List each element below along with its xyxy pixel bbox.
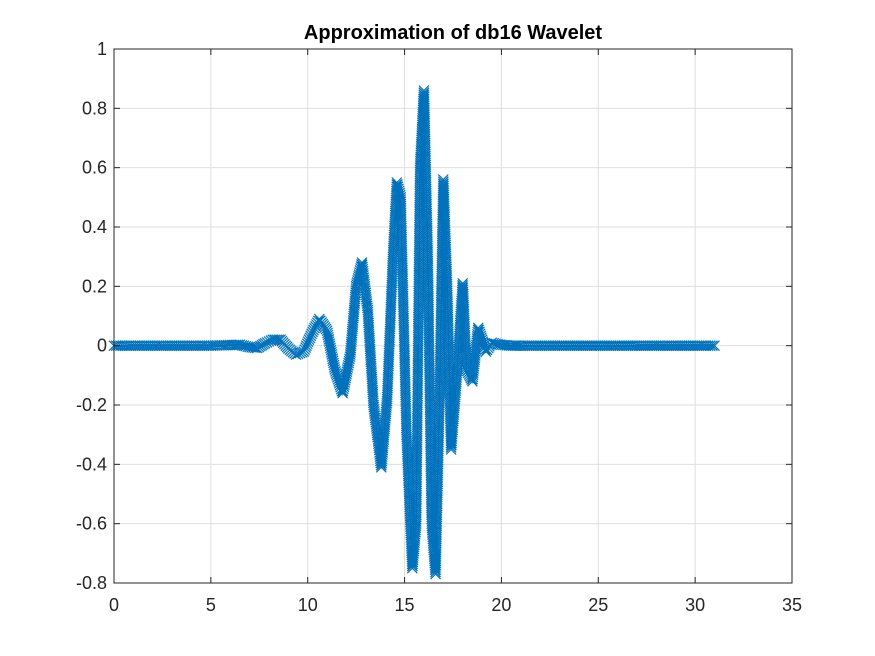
y-tick-label: 0.6 — [82, 158, 107, 178]
y-tick-label: -0.4 — [76, 454, 107, 474]
y-tick-label: -0.6 — [76, 514, 107, 534]
series-markers — [108, 85, 720, 580]
x-tick-label: 15 — [395, 595, 415, 615]
x-tick-label: 20 — [491, 595, 511, 615]
x-tick-label: 25 — [588, 595, 608, 615]
y-tick-labels: -0.8 -0.6 -0.4 -0.2 0 0.2 0.4 0.6 0.8 1 — [76, 39, 107, 593]
x-tick-label: 30 — [685, 595, 705, 615]
axes-box — [113, 48, 793, 584]
x-tick-labels: 0 5 10 15 20 25 30 35 — [109, 595, 802, 615]
chart-title: Approximation of db16 Wavelet — [304, 22, 603, 44]
x-tick-label: 5 — [206, 595, 216, 615]
series-line — [114, 90, 715, 575]
y-tick-label: 0.8 — [82, 98, 107, 118]
y-tick-label: 1 — [97, 39, 107, 59]
series-wavelet — [108, 85, 720, 580]
axes — [113, 48, 793, 584]
x-tick-label: 10 — [298, 595, 318, 615]
y-tick-label: 0.2 — [82, 276, 107, 296]
y-tick-label: -0.8 — [76, 573, 107, 593]
y-tick-label: 0 — [97, 336, 107, 356]
y-tick-label: 0.4 — [82, 217, 107, 237]
x-tick-label: 0 — [109, 595, 119, 615]
grid — [113, 48, 793, 584]
y-tick-label: -0.2 — [76, 395, 107, 415]
x-tick-label: 35 — [782, 595, 802, 615]
